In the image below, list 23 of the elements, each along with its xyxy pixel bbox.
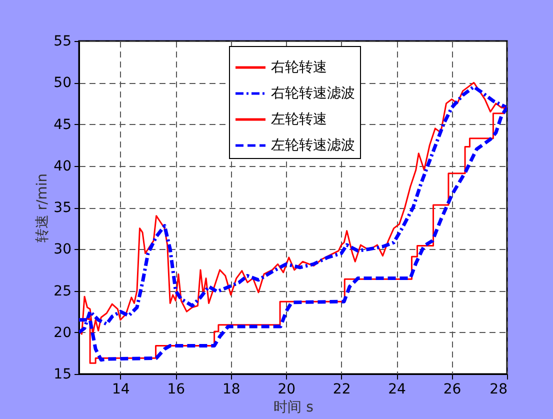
- legend-label: 右轮转速: [271, 60, 327, 76]
- x-tick-label: 14: [112, 382, 130, 398]
- y-tick-label: 35: [54, 200, 72, 216]
- legend-label: 左轮转速滤波: [271, 138, 355, 154]
- x-tick-label: 18: [222, 382, 240, 398]
- legend-label: 右轮转速滤波: [271, 86, 355, 102]
- y-axis-title: 转速 r/min: [34, 173, 51, 243]
- x-axis-title: 时间 s: [274, 400, 314, 416]
- y-tick-label: 50: [54, 75, 72, 92]
- x-tick-label: 28: [490, 382, 508, 398]
- x-tick-label: 26: [443, 382, 462, 398]
- y-tick-label: 15: [54, 366, 72, 382]
- y-tick-label: 45: [54, 116, 72, 133]
- y-tick-label: 40: [54, 158, 72, 174]
- x-tick-label: 16: [167, 382, 186, 398]
- legend-label: 左轮转速: [271, 112, 327, 128]
- y-tick-label: 30: [54, 242, 72, 258]
- y-tick-label: 20: [54, 324, 72, 341]
- y-tick-label: 25: [54, 283, 72, 300]
- y-tick-label: 55: [54, 34, 72, 50]
- x-tick-label: 24: [388, 382, 406, 398]
- x-tick-label: 22: [332, 382, 351, 398]
- x-tick-label: 20: [278, 382, 296, 398]
